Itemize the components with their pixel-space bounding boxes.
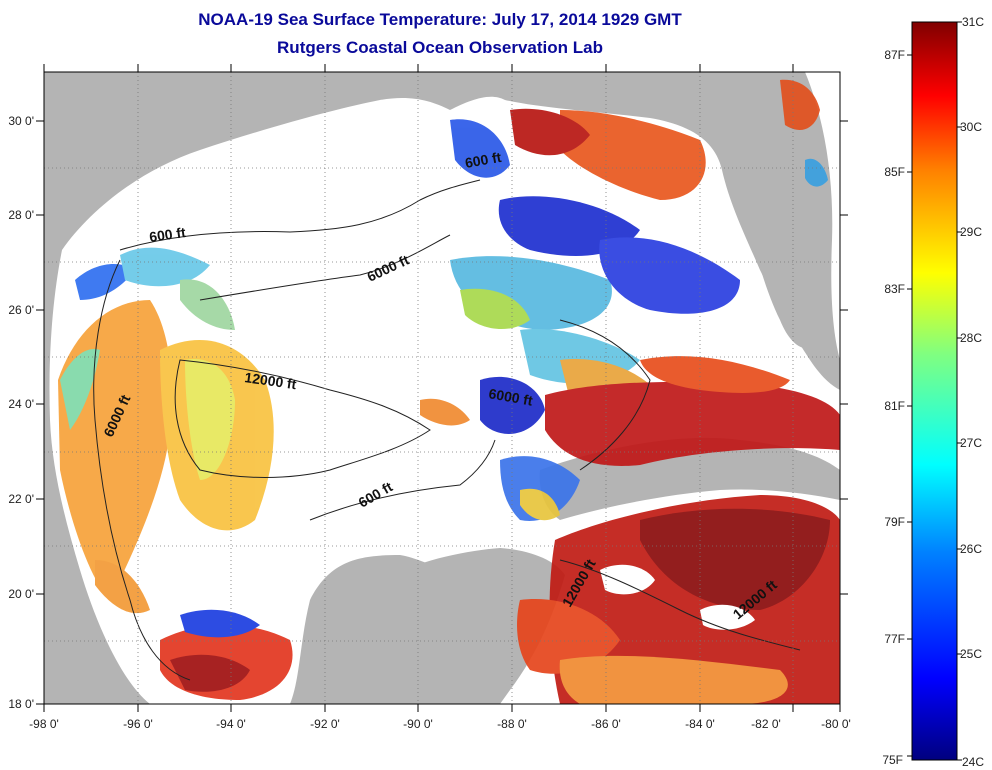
cb-celsius-label: 30C — [960, 120, 982, 134]
x-tick-label: -90 0' — [403, 717, 433, 731]
cb-fahrenheit-label: 81F — [884, 399, 905, 413]
contour-label: 600 ft — [464, 149, 503, 171]
y-tick-label: 28 0' — [8, 208, 34, 222]
sst-patch — [640, 508, 830, 610]
contour-6000ft-north — [199, 234, 451, 301]
cb-celsius-label: 29C — [960, 225, 982, 239]
cb-fahrenheit-label: 87F — [884, 48, 905, 62]
y-axis-labels: 30 0' 28 0' 26 0' 24 0' 22 0' 20 0' 18 0… — [8, 114, 34, 711]
x-tick-label: -96 0' — [123, 717, 153, 731]
yucatan-land — [360, 548, 565, 704]
cb-celsius-label: 25C — [960, 647, 982, 661]
sst-patch — [75, 264, 135, 300]
sst-patch — [120, 247, 210, 287]
x-tick-label: -88 0' — [497, 717, 527, 731]
x-tick-label: -82 0' — [751, 717, 781, 731]
y-tick-marks — [36, 120, 848, 705]
colorbar-celsius-labels: 31C 30C 29C 28C 27C 26C 25C 24C — [960, 15, 984, 769]
cb-celsius-label: 31C — [962, 15, 984, 29]
sst-patch — [517, 599, 620, 674]
cb-celsius-label: 27C — [960, 436, 982, 450]
x-tick-marks — [43, 64, 841, 712]
contour-label: 12000 ft — [244, 369, 298, 392]
y-tick-label: 22 0' — [8, 492, 34, 506]
sst-patch — [700, 604, 755, 630]
sst-data — [58, 79, 840, 704]
contour-caribbean — [559, 559, 801, 651]
sst-patch — [780, 79, 820, 130]
graticule — [44, 72, 840, 704]
cb-fahrenheit-label: 77F — [884, 632, 905, 646]
sst-patch — [520, 488, 560, 521]
chart-subtitle: Rutgers Coastal Ocean Observation Lab — [277, 38, 603, 57]
x-tick-label: -92 0' — [310, 717, 340, 731]
sst-patch — [640, 356, 790, 393]
colorbar-ticks — [907, 21, 962, 761]
sst-patch — [599, 237, 740, 314]
sst-patch — [185, 359, 235, 480]
contour-label: 6000 ft — [487, 385, 534, 409]
y-tick-label: 18 0' — [8, 697, 34, 711]
cb-fahrenheit-label: 83F — [884, 282, 905, 296]
cb-celsius-label: 26C — [960, 542, 982, 556]
contour-florida-shelf — [559, 319, 651, 471]
sst-patch — [559, 655, 788, 704]
chart-title: NOAA-19 Sea Surface Temperature: July 17… — [198, 10, 682, 29]
florida-land — [733, 72, 828, 349]
sst-patch — [510, 108, 590, 156]
x-tick-label: -86 0' — [591, 717, 621, 731]
sst-patch — [180, 279, 235, 330]
sst-patch — [420, 398, 470, 426]
sst-patch — [460, 288, 530, 330]
cb-fahrenheit-label: 85F — [884, 165, 905, 179]
cb-celsius-label: 28C — [960, 331, 982, 345]
plot-frame — [43, 71, 841, 705]
x-tick-label: -84 0' — [685, 717, 715, 731]
colorbar-fahrenheit-labels: 87F 85F 83F 81F 79F 77F 75F — [882, 48, 905, 767]
x-tick-label: -98 0' — [29, 717, 59, 731]
colorbar — [911, 21, 958, 761]
sst-patch — [560, 110, 706, 200]
contour-600ft-yucatan — [309, 439, 496, 521]
y-tick-label: 20 0' — [8, 587, 34, 601]
y-tick-label: 24 0' — [8, 397, 34, 411]
cb-celsius-label: 24C — [962, 755, 984, 769]
sst-patch — [805, 158, 828, 187]
cb-fahrenheit-label: 79F — [884, 515, 905, 529]
sst-patch — [95, 560, 150, 614]
y-tick-label: 30 0' — [8, 114, 34, 128]
sst-patch — [60, 349, 100, 430]
sst-patch — [170, 654, 250, 692]
y-tick-label: 26 0' — [8, 303, 34, 317]
contour-600ft-shelf — [119, 179, 481, 251]
x-axis-labels: -98 0' -96 0' -94 0' -92 0' -90 0' -88 0… — [29, 717, 851, 731]
x-tick-label: -94 0' — [216, 717, 246, 731]
sst-patch — [545, 382, 840, 466]
x-tick-label: -80 0' — [821, 717, 851, 731]
sst-patch — [180, 609, 260, 638]
cb-fahrenheit-label: 75F — [882, 753, 903, 767]
atlantic-ocean — [805, 72, 840, 360]
sst-patch — [450, 119, 510, 178]
sst-patch — [600, 564, 655, 595]
contour-label: 600 ft — [148, 224, 187, 245]
sst-patch — [480, 376, 545, 434]
contour-6000ft-west — [93, 259, 191, 681]
